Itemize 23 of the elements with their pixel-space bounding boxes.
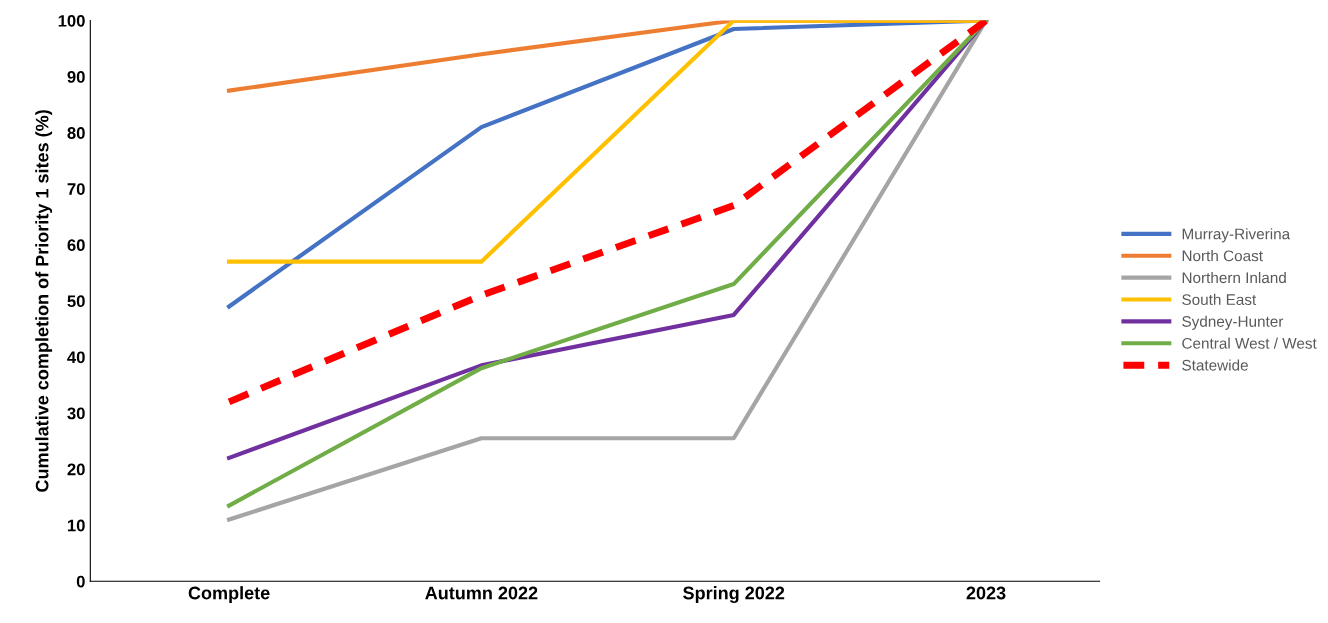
y-tick-label: 40 [67,351,85,364]
legend-label: Murray-Riverina [1182,228,1291,243]
legend-label: South East [1182,293,1257,306]
y-tick-label: 50 [67,295,85,308]
x-tick-label: Autumn 2022 [425,586,538,600]
y-tick-label: 70 [67,183,85,195]
y-axis-title: Cumulative completion of Priority 1 sites (%) [35,110,53,492]
y-tick-label: 100 [58,14,85,27]
y-tick-label: 90 [67,71,85,83]
legend-label: Northern Inland [1182,271,1286,284]
legend-label: Central West / West [1182,337,1317,349]
y-tick-label: 10 [67,519,85,532]
legend-label: Statewide [1182,359,1248,371]
y-tick-label: 20 [67,463,85,476]
y-tick-label: 80 [67,127,85,139]
y-tick-label: 0 [76,575,85,588]
x-tick-label: Complete [188,586,270,603]
legend-label: Sydney-Hunter [1182,315,1284,330]
legend-label: North Coast [1182,250,1263,262]
y-tick-label: 30 [67,407,85,420]
x-tick-label: 2023 [966,586,1006,600]
x-tick-label: Spring 2022 [683,586,785,604]
y-tick-label: 60 [67,239,85,252]
